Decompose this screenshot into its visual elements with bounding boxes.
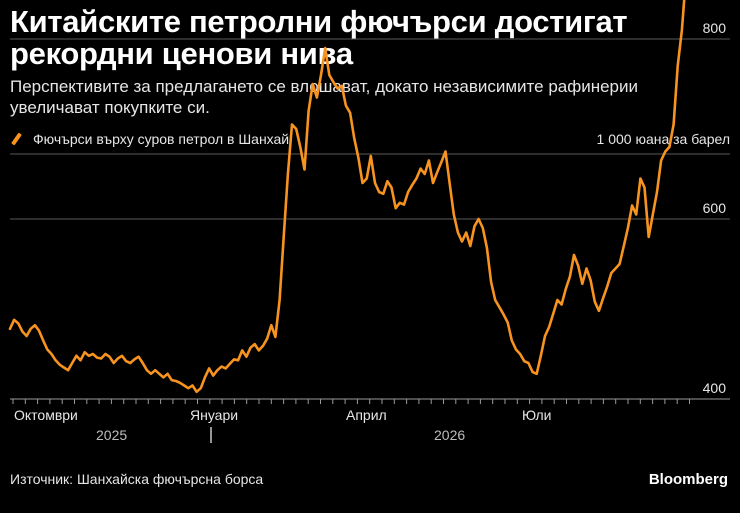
y-axis-unit-label: 1 000 юана за барел [596,131,730,147]
chart-title: Китайските петролни фючърси достигат рек… [10,4,628,71]
x-month-label-0: Октомври [14,407,78,423]
source-note: Източник: Шанхайска фючърсна борса [10,471,264,487]
y-tick-label-400: 400 [703,380,727,396]
x-month-label-3: Юли [522,407,552,423]
x-month-label-2: Април [346,407,387,423]
legend-label: Фючърси върху суров петрол в Шанхай [33,131,290,147]
x-year-label-2026: 2026 [434,427,465,443]
chart-subtitle: Перспективите за предлагането се влошава… [10,77,639,117]
x-year-label-2025: 2025 [96,427,127,443]
y-tick-label-800: 800 [703,20,727,36]
bloomberg-logo: Bloomberg [648,471,728,488]
series-line-0 [8,0,686,394]
legend: Фючърси върху суров петрол в Шанхай [10,130,289,148]
y-tick-label-600: 600 [703,200,727,216]
x-month-label-1: Януари [190,407,238,423]
